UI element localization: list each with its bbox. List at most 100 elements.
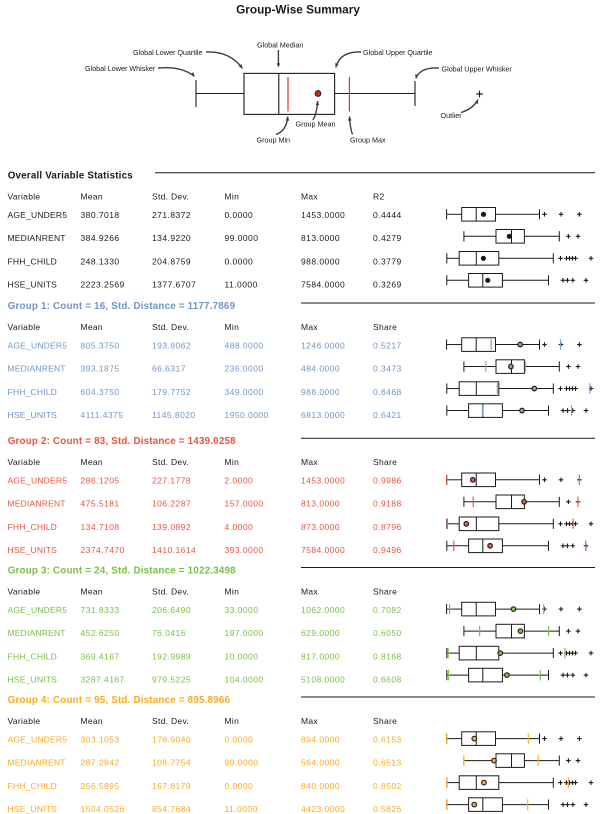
svg-text:FHH_CHILD: FHH_CHILD: [8, 257, 58, 267]
svg-text:813.0000: 813.0000: [301, 233, 340, 243]
svg-text:0.8502: 0.8502: [373, 781, 402, 791]
svg-text:813.0000: 813.0000: [301, 499, 340, 509]
svg-text:Mean: Mean: [81, 192, 103, 202]
svg-text:227.1778: 227.1778: [152, 476, 191, 486]
svg-text:805.3750: 805.3750: [81, 340, 120, 350]
svg-text:66.6317: 66.6317: [152, 363, 186, 373]
svg-text:FHH_CHILD: FHH_CHILD: [8, 781, 58, 791]
svg-text:Variable: Variable: [8, 322, 41, 332]
svg-text:Share: Share: [373, 586, 397, 596]
svg-text:Group Max: Group Max: [350, 136, 386, 145]
svg-text:134.7108: 134.7108: [81, 522, 120, 532]
svg-text:99.0000: 99.0000: [225, 233, 259, 243]
svg-text:5108.0000: 5108.0000: [301, 674, 345, 684]
svg-text:988.0000: 988.0000: [301, 257, 340, 267]
svg-text:Min: Min: [225, 192, 240, 202]
svg-text:2374.7470: 2374.7470: [81, 545, 125, 555]
svg-text:104.0000: 104.0000: [225, 674, 264, 684]
svg-text:1453.0000: 1453.0000: [301, 210, 345, 220]
svg-text:Variable: Variable: [8, 457, 41, 467]
svg-text:988.0000: 988.0000: [301, 387, 340, 397]
svg-text:564.0000: 564.0000: [301, 757, 340, 767]
svg-text:1145.8020: 1145.8020: [152, 410, 196, 420]
svg-text:134.9220: 134.9220: [152, 233, 191, 243]
svg-text:11.0000: 11.0000: [225, 804, 258, 814]
svg-text:MEDIANRENT: MEDIANRENT: [8, 363, 66, 373]
svg-text:Mean: Mean: [81, 586, 103, 596]
svg-text:817.0000: 817.0000: [301, 651, 340, 661]
svg-text:Min: Min: [225, 322, 240, 332]
svg-text:FHH_CHILD: FHH_CHILD: [8, 387, 58, 397]
svg-text:179.7752: 179.7752: [152, 387, 191, 397]
svg-text:0.0000: 0.0000: [225, 257, 254, 267]
svg-text:HSE_UNITS: HSE_UNITS: [8, 280, 58, 290]
svg-text:629.0000: 629.0000: [301, 628, 340, 638]
svg-text:0.6513: 0.6513: [373, 757, 402, 767]
svg-text:349.0000: 349.0000: [225, 387, 264, 397]
svg-text:286.1205: 286.1205: [81, 476, 120, 486]
svg-text:7584.0000: 7584.0000: [301, 545, 345, 555]
svg-text:Max: Max: [301, 586, 318, 596]
svg-text:204.8759: 204.8759: [152, 257, 191, 267]
svg-text:AGE_UNDER5: AGE_UNDER5: [8, 734, 68, 744]
svg-text:Group 2: Count = 83, Std. Dist: Group 2: Count = 83, Std. Distance = 143…: [8, 436, 236, 447]
svg-text:0.4279: 0.4279: [373, 233, 402, 243]
svg-text:Group 3: Count = 24, Std. Dist: Group 3: Count = 24, Std. Distance = 102…: [8, 565, 236, 576]
svg-text:3287.4167: 3287.4167: [81, 674, 125, 684]
svg-text:Share: Share: [373, 457, 397, 467]
svg-text:0.9188: 0.9188: [373, 499, 402, 509]
svg-text:MEDIANRENT: MEDIANRENT: [8, 757, 66, 767]
svg-text:2.0000: 2.0000: [225, 476, 254, 486]
svg-text:0.6608: 0.6608: [373, 674, 402, 684]
svg-text:Group 4: Count = 95, Std. Dist: Group 4: Count = 95, Std. Distance = 895…: [8, 695, 231, 706]
svg-text:256.5895: 256.5895: [81, 781, 120, 791]
svg-text:1062.0000: 1062.0000: [301, 605, 345, 615]
svg-text:AGE_UNDER5: AGE_UNDER5: [8, 340, 68, 350]
svg-text:0.0000: 0.0000: [225, 210, 254, 220]
svg-text:0.4444: 0.4444: [373, 210, 402, 220]
svg-text:Group 1: Count = 16, Std. Dist: Group 1: Count = 16, Std. Distance = 117…: [8, 301, 236, 312]
svg-text:1377.6707: 1377.6707: [152, 280, 196, 290]
svg-text:380.7018: 380.7018: [81, 210, 120, 220]
svg-text:0.5826: 0.5826: [373, 804, 402, 814]
svg-text:4423.0000: 4423.0000: [301, 804, 345, 814]
svg-text:Overall Variable Statistics: Overall Variable Statistics: [8, 171, 134, 182]
svg-text:197.0000: 197.0000: [225, 628, 264, 638]
svg-text:854.7684: 854.7684: [152, 804, 191, 814]
svg-text:840.0000: 840.0000: [301, 781, 340, 791]
svg-text:193.8062: 193.8062: [152, 340, 191, 350]
svg-text:Variable: Variable: [8, 586, 41, 596]
svg-text:106.2287: 106.2287: [152, 499, 191, 509]
svg-text:0.6468: 0.6468: [373, 387, 402, 397]
svg-text:1453.0000: 1453.0000: [301, 476, 345, 486]
svg-text:0.9986: 0.9986: [373, 476, 402, 486]
svg-text:Outlier: Outlier: [441, 111, 463, 120]
svg-text:Min: Min: [225, 716, 240, 726]
svg-text:10.0000: 10.0000: [225, 651, 259, 661]
svg-text:Max: Max: [301, 192, 318, 202]
svg-text:Global Lower Whisker: Global Lower Whisker: [85, 64, 156, 73]
svg-text:FHH_CHILD: FHH_CHILD: [8, 651, 58, 661]
svg-text:Std. Dev.: Std. Dev.: [152, 192, 189, 202]
svg-text:AGE_UNDER5: AGE_UNDER5: [8, 476, 68, 486]
svg-text:0.3779: 0.3779: [373, 257, 402, 267]
svg-text:0.0000: 0.0000: [225, 781, 254, 791]
svg-text:731.8333: 731.8333: [81, 605, 120, 615]
svg-text:206.6490: 206.6490: [152, 605, 191, 615]
svg-text:Max: Max: [301, 716, 318, 726]
svg-text:271.8372: 271.8372: [152, 210, 191, 220]
svg-text:MEDIANRENT: MEDIANRENT: [8, 499, 66, 509]
svg-text:1950.0000: 1950.0000: [225, 410, 269, 420]
svg-text:475.5181: 475.5181: [81, 499, 120, 509]
svg-text:HSE_UNITS: HSE_UNITS: [8, 674, 58, 684]
svg-text:369.4167: 369.4167: [81, 651, 120, 661]
svg-text:4111.4375: 4111.4375: [81, 410, 124, 420]
svg-text:1246.0000: 1246.0000: [301, 340, 345, 350]
svg-text:0.6421: 0.6421: [373, 410, 402, 420]
svg-text:384.9266: 384.9266: [81, 233, 120, 243]
svg-text:178.9040: 178.9040: [152, 734, 191, 744]
svg-text:0.3269: 0.3269: [373, 280, 402, 290]
svg-text:R2: R2: [373, 192, 384, 202]
svg-text:236.0000: 236.0000: [225, 363, 264, 373]
svg-text:0.6153: 0.6153: [373, 734, 402, 744]
